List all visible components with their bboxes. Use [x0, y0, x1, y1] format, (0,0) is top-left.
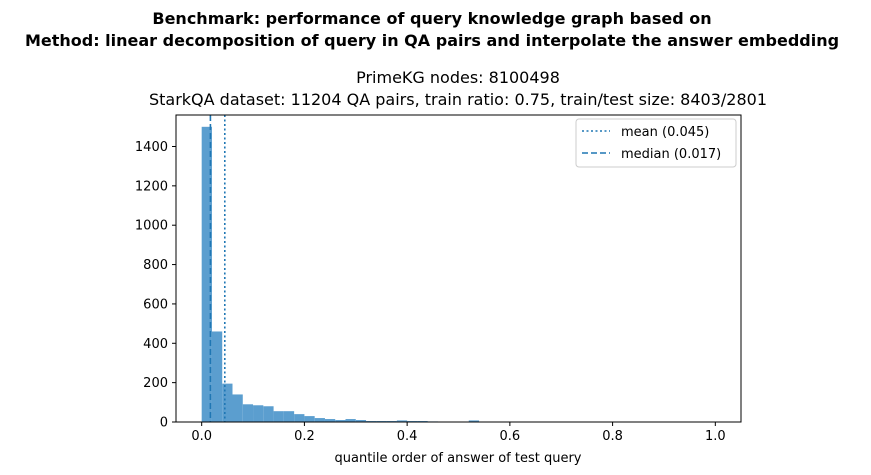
x-axis-label: quantile order of answer of test query — [335, 451, 582, 466]
histogram-bar — [273, 411, 284, 422]
x-tick-label: 0.4 — [397, 429, 418, 444]
x-axis-ticks: 0.0 0.2 0.4 0.6 0.8 1.0 — [191, 422, 726, 444]
legend: mean (0.045) median (0.017) — [575, 118, 737, 168]
y-tick-label: 200 — [143, 376, 168, 391]
histogram-bar — [294, 414, 305, 422]
histogram-bar — [468, 420, 480, 422]
histogram-bar — [355, 420, 367, 422]
histogram-bar — [201, 126, 212, 423]
histogram-bar — [232, 394, 243, 422]
axes-title-line-2: StarkQA dataset: 11204 QA pairs, train r… — [149, 90, 767, 109]
axes-title-line-1: PrimeKG nodes: 8100498 — [356, 68, 560, 87]
reference-lines — [209, 115, 226, 422]
histogram-bar — [211, 331, 223, 422]
x-tick-label: 0.0 — [191, 429, 212, 444]
y-tick-label: 1000 — [135, 219, 168, 234]
histogram-bars — [201, 126, 716, 423]
histogram-bar — [222, 383, 233, 422]
y-tick-label: 1400 — [135, 140, 168, 155]
y-tick-label: 600 — [143, 297, 168, 312]
suptitle-line-1: Benchmark: performance of query knowledg… — [152, 9, 711, 28]
histogram-bar — [242, 404, 254, 422]
legend-box — [575, 118, 737, 168]
histogram-bar — [345, 419, 356, 422]
histogram-bar — [263, 406, 274, 422]
x-tick-label: 0.8 — [602, 429, 623, 444]
histogram-bar — [396, 420, 408, 422]
histogram-bar — [304, 416, 315, 422]
y-tick-label: 1200 — [135, 179, 168, 194]
suptitle-line-2: Method: linear decomposition of query in… — [25, 31, 839, 50]
legend-median-label: median (0.017) — [621, 147, 721, 162]
histogram-bar — [283, 411, 295, 422]
histogram-bar — [314, 418, 325, 422]
y-tick-label: 400 — [143, 337, 168, 352]
plot-area-frame — [175, 114, 742, 423]
x-tick-label: 0.2 — [294, 429, 315, 444]
legend-mean-label: mean (0.045) — [621, 125, 709, 140]
x-tick-label: 1.0 — [705, 429, 726, 444]
x-tick-label: 0.6 — [500, 429, 521, 444]
histogram-bar — [324, 419, 336, 422]
y-tick-label: 800 — [143, 258, 168, 273]
y-axis-ticks: 0 200 400 600 800 1000 1200 1400 — [135, 140, 176, 431]
y-tick-label: 0 — [160, 416, 168, 431]
histogram-bar — [253, 405, 264, 422]
histogram-bar — [335, 420, 346, 422]
